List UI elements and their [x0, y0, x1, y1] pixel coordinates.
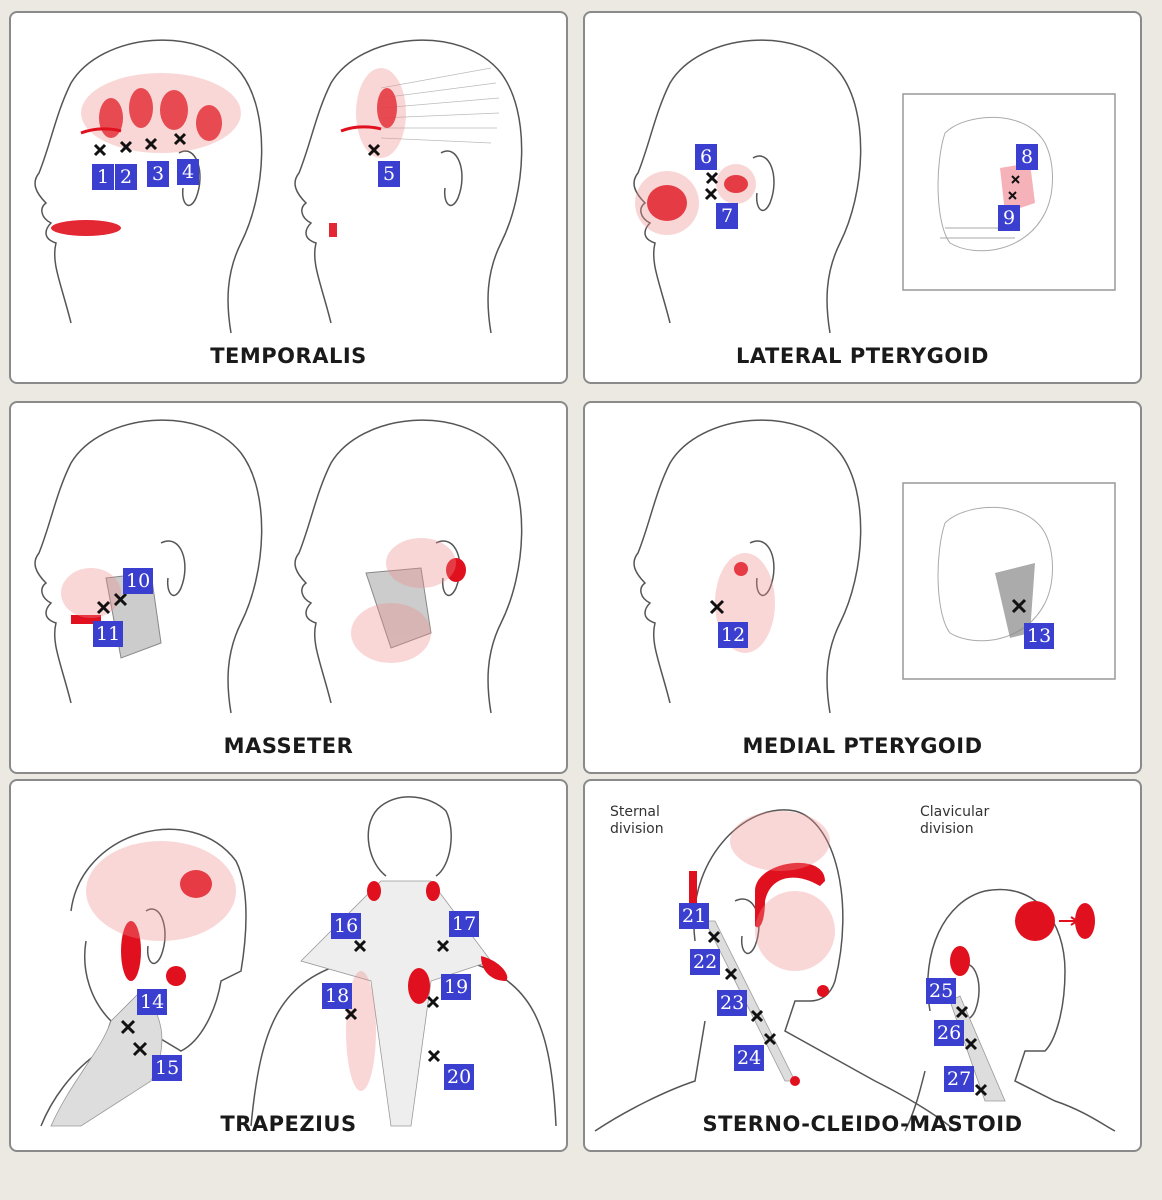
trigger-badge-10: 10	[123, 568, 154, 594]
panel-masseter: 10 11 MASSETER	[9, 401, 568, 774]
clavicular-division-caption: Clavicular division	[920, 804, 990, 837]
trigger-points	[120, 939, 450, 1063]
trigger-badge-1: 1	[92, 164, 114, 190]
temporalis-illustration	[34, 39, 523, 334]
trigger-badge-4: 4	[177, 159, 199, 185]
panel-title: TRAPEZIUS	[220, 1112, 357, 1136]
panel-title: MEDIAL PTERYGOID	[742, 734, 983, 758]
trigger-badge-21: 21	[679, 903, 710, 929]
trigger-points	[709, 598, 1027, 615]
trapezius-illustration	[40, 796, 557, 1127]
lateral-pterygoid-illustration	[633, 39, 1116, 334]
panel-title: STERNO-CLEIDO-MASTOID	[702, 1112, 1023, 1136]
panel-medial-pterygoid: 12 13 MEDIAL PTERYGOID	[583, 401, 1142, 774]
trigger-points	[96, 592, 128, 615]
trigger-badge-11: 11	[93, 621, 124, 647]
trigger-badge-23: 23	[717, 990, 748, 1016]
trigger-points	[93, 132, 381, 157]
trigger-badge-2: 2	[115, 164, 137, 190]
trigger-badge-20: 20	[444, 1064, 475, 1090]
trigger-badge-22: 22	[690, 949, 721, 975]
trigger-badge-26: 26	[934, 1020, 965, 1046]
trigger-badge-6: 6	[695, 144, 717, 170]
trigger-badge-16: 16	[331, 913, 362, 939]
trigger-badge-9: 9	[998, 205, 1020, 231]
trigger-points	[704, 171, 719, 201]
trigger-badge-15: 15	[152, 1055, 183, 1081]
trigger-points	[707, 930, 988, 1097]
trigger-badge-25: 25	[926, 978, 957, 1004]
trigger-badge-3: 3	[147, 161, 169, 187]
sterno-cleido-mastoid-illustration	[594, 809, 1116, 1132]
panel-title: LATERAL PTERYGOID	[736, 344, 989, 368]
panel-temporalis: 1 2 3 4 5 TEMPORALIS	[9, 11, 568, 384]
panel-title: MASSETER	[223, 734, 354, 758]
trigger-badge-19: 19	[441, 974, 472, 1000]
sternal-division-caption: Sternal division	[610, 804, 664, 837]
trigger-badge-12: 12	[718, 622, 749, 648]
panel-title: TEMPORALIS	[210, 344, 367, 368]
panel-lateral-pterygoid: 6 7 8 9 LATERAL PTERYGOID	[583, 11, 1142, 384]
medial-pterygoid-illustration	[633, 419, 1116, 714]
panel-trapezius: 14 15 16 17 18 19 20 TRAPEZIUS	[9, 779, 568, 1152]
trigger-badge-7: 7	[716, 203, 738, 229]
panel-sterno-cleido-mastoid: Sternal division Clavicular division 21 …	[583, 779, 1142, 1152]
trigger-badge-17: 17	[449, 911, 480, 937]
trigger-badge-24: 24	[734, 1045, 765, 1071]
trigger-badge-14: 14	[137, 989, 168, 1015]
trigger-badge-8: 8	[1016, 144, 1038, 170]
masseter-illustration	[34, 419, 523, 714]
trigger-badge-18: 18	[322, 983, 353, 1009]
trigger-badge-5: 5	[378, 161, 400, 187]
trigger-badge-27: 27	[944, 1066, 975, 1092]
trigger-badge-13: 13	[1024, 623, 1055, 649]
